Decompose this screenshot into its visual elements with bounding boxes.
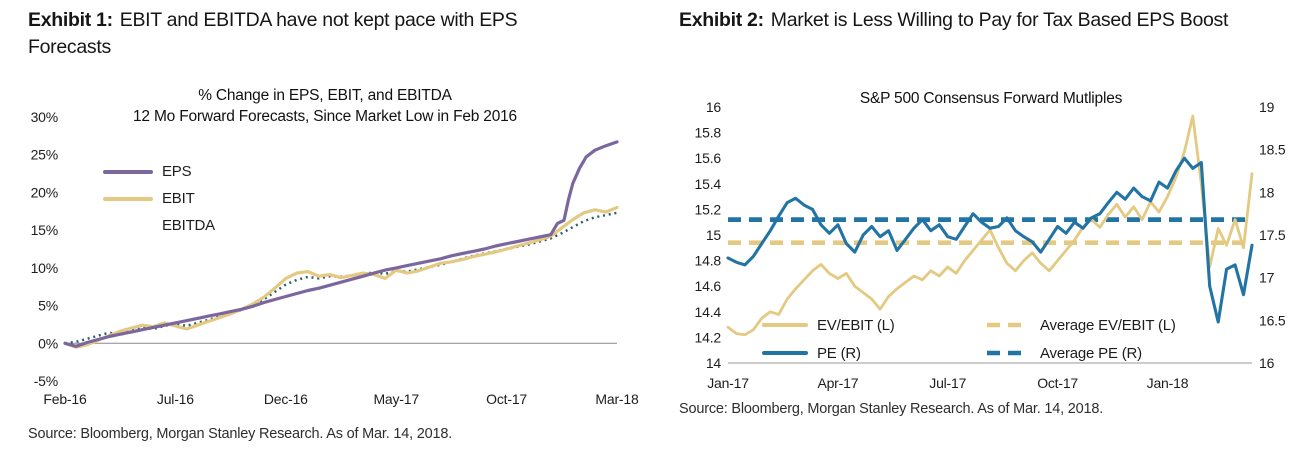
legend-label: EV/EBIT (L) (817, 316, 895, 334)
exhibit-1-title: EBIT and EBITDA have not kept pace with … (28, 9, 518, 58)
svg-text:Dec-16: Dec-16 (264, 391, 308, 407)
svg-text:15.4: 15.4 (695, 176, 722, 192)
svg-text:17: 17 (1259, 270, 1275, 286)
y-axis-labels-left: 30%25%20%15%10%5%0%-5% (31, 109, 59, 389)
legend-label: Average PE (R) (1040, 344, 1142, 362)
exhibit-1-heading: Exhibit 1: EBIT and EBITDA have not kept … (28, 7, 600, 61)
legend-item-average-pe-r-: Average PE (R) (985, 340, 1176, 367)
svg-text:15%: 15% (31, 222, 58, 238)
chart-1-title-line2: 12 Mo Forward Forecasts, Since Market Lo… (133, 108, 517, 125)
svg-text:15: 15 (706, 227, 722, 243)
chart-1-title-line1: % Change in EPS, EBIT, and EBITDA (198, 87, 452, 104)
legend-item-eps: EPS (103, 158, 215, 185)
svg-text:Jul-17: Jul-17 (929, 375, 966, 391)
svg-text:Oct-17: Oct-17 (486, 391, 527, 407)
svg-text:14.8: 14.8 (695, 253, 722, 269)
legend-item-ev-ebit-l-: EV/EBIT (L) (762, 312, 985, 339)
exhibit-2-title: Market is Less Willing to Pay for Tax Ba… (770, 9, 1229, 31)
chart-1-title: % Change in EPS, EBIT, and EBITDA 12 Mo … (40, 85, 610, 127)
legend-label: Average EV/EBIT (L) (1040, 316, 1176, 334)
legend-swatch-dashed (987, 350, 1029, 356)
legend-label: EPS (162, 163, 192, 180)
svg-text:Mar-18: Mar-18 (595, 391, 639, 407)
svg-text:17.5: 17.5 (1259, 227, 1286, 243)
legend-swatch-solid (103, 169, 153, 174)
chart-2-legend: EV/EBIT (L) Average EV/EBIT (L) PE (R) Aver… (762, 311, 1176, 367)
svg-text:Apr-17: Apr-17 (817, 375, 858, 391)
svg-text:May-17: May-17 (373, 391, 419, 407)
legend-label: PE (R) (817, 344, 861, 362)
svg-text:18.5: 18.5 (1259, 142, 1286, 158)
legend-label: EBIT (162, 190, 195, 207)
x-axis-labels: Jan-17 Apr-17 Jul-17 Oct-17 Jan-18 (707, 375, 1189, 391)
exhibit-1-label: Exhibit 1: (28, 9, 113, 31)
series-ev-ebit-l- (726, 114, 1254, 337)
legend-item-ebit: EBIT (103, 185, 215, 212)
exhibit-1-panel: Exhibit 1: EBIT and EBITDA have not kept … (28, 7, 640, 442)
legend-swatch-solid (103, 196, 153, 201)
svg-text:0%: 0% (38, 335, 58, 351)
svg-text:Jul-16: Jul-16 (157, 391, 194, 407)
legend-item-ebitda: EBITDA (103, 212, 215, 239)
legend-swatch-solid (762, 323, 808, 327)
svg-text:Jan-18: Jan-18 (1147, 375, 1189, 391)
exhibit-2-heading: Exhibit 2: Market is Less Willing to Pay … (679, 7, 1251, 34)
svg-text:14.6: 14.6 (695, 278, 722, 294)
svg-text:14.4: 14.4 (695, 304, 722, 320)
legend-swatch-solid (762, 351, 808, 355)
chart-2-title-line1: S&P 500 Consensus Forward Mutliples (859, 90, 1123, 107)
svg-text:20%: 20% (31, 184, 58, 200)
svg-text:Oct-17: Oct-17 (1037, 375, 1078, 391)
svg-text:Feb-16: Feb-16 (43, 391, 87, 407)
chart-1-legend: EPS EBIT EBITDA (103, 158, 215, 239)
legend-swatch-dashed (987, 322, 1029, 328)
svg-text:16.5: 16.5 (1259, 312, 1286, 328)
series-pe-r- (726, 156, 1254, 324)
svg-text:15.6: 15.6 (695, 150, 722, 166)
svg-text:25%: 25% (31, 147, 58, 163)
svg-text:18: 18 (1259, 184, 1275, 200)
svg-text:10%: 10% (31, 260, 58, 276)
svg-text:15.2: 15.2 (695, 201, 722, 217)
exhibit-2-label: Exhibit 2: (679, 9, 764, 31)
svg-text:5%: 5% (38, 298, 58, 314)
legend-item-average-ev-ebit-l-: Average EV/EBIT (L) (985, 312, 1176, 339)
svg-text:-5%: -5% (34, 373, 58, 389)
svg-text:14: 14 (706, 355, 722, 371)
chart-2-title: S&P 500 Consensus Forward Mutliples (711, 88, 1271, 109)
chart-1-plot: 30%25%20%15%10%5%0%-5%Feb-16 Jul-16 Dec-16… (31, 109, 640, 407)
svg-text:15.8: 15.8 (695, 125, 722, 141)
x-axis-labels: Feb-16 Jul-16 Dec-16 May-17 Oct-17 Mar-18 (43, 391, 639, 407)
legend-swatch-hidden (103, 221, 153, 231)
svg-text:14.2: 14.2 (695, 329, 722, 345)
exhibit-1-source: Source: Bloomberg, Morgan Stanley Resear… (28, 426, 453, 442)
legend-label: EBITDA (162, 217, 215, 234)
legend-item-pe-r-: PE (R) (762, 340, 985, 367)
svg-text:Jan-17: Jan-17 (707, 375, 749, 391)
exhibit-2-panel: Exhibit 2: Market is Less Willing to Pay … (651, 0, 1302, 459)
exhibit-2-source: Source: Bloomberg, Morgan Stanley Resear… (679, 401, 1104, 417)
svg-text:16: 16 (1259, 355, 1275, 371)
